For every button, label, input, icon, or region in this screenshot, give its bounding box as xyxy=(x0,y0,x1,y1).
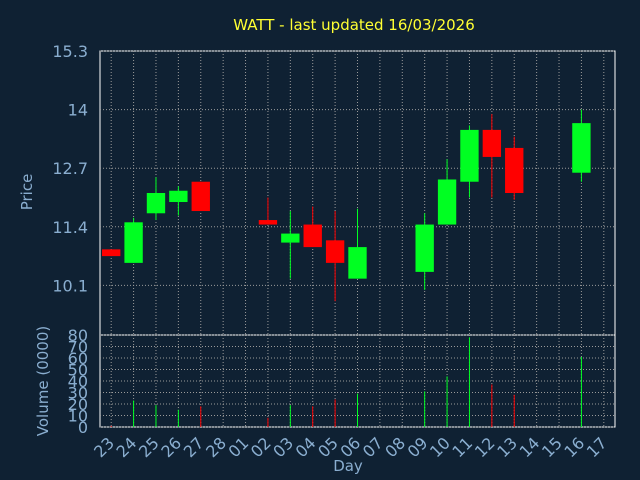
candle-body xyxy=(572,123,591,173)
price-y-tick-label: 15.3 xyxy=(52,42,88,61)
price-y-tick-label: 10.1 xyxy=(52,276,88,295)
price-candles xyxy=(102,109,591,302)
candle-body xyxy=(169,190,188,203)
volume-y-tick-label: 0 xyxy=(78,418,88,437)
volume-y-tick-label: 10 xyxy=(68,407,88,426)
candle-body xyxy=(191,181,210,212)
volume-y-tick-label: 40 xyxy=(68,372,88,391)
volume-bars xyxy=(110,337,582,427)
volume-y-axis-label: Volume (0000) xyxy=(34,326,52,436)
volume-y-tick-label: 80 xyxy=(68,326,88,345)
volume-y-tick-label: 60 xyxy=(68,349,88,368)
volume-y-tick-label: 30 xyxy=(68,384,88,403)
candle-body xyxy=(146,193,166,214)
x-axis-label: Day xyxy=(333,457,363,475)
candle-body xyxy=(258,220,278,225)
price-y-axis-label: Price xyxy=(18,174,36,211)
candle-body xyxy=(415,224,434,272)
candle-body xyxy=(281,233,300,243)
candle-body xyxy=(460,129,479,182)
candle-body xyxy=(348,247,367,279)
candle-body xyxy=(437,179,457,225)
price-y-tick-label: 12.7 xyxy=(52,159,88,178)
candle-body xyxy=(303,224,322,248)
candle-body xyxy=(482,129,502,157)
candle-body xyxy=(102,249,121,257)
price-y-tick-label: 11.4 xyxy=(52,218,88,237)
price-panel: 15.3 14 12.7 11.4 10.1 Price xyxy=(18,42,616,336)
candle-body xyxy=(325,240,345,263)
volume-y-tick-label: 50 xyxy=(68,361,88,380)
chart-title: WATT - last updated 16/03/2026 xyxy=(233,16,475,34)
volume-y-tick-label: 20 xyxy=(68,395,88,414)
price-y-tick-label: 14 xyxy=(68,101,88,120)
candle-body xyxy=(505,147,524,193)
price-y-ticks: 15.3 14 12.7 11.4 10.1 xyxy=(52,42,88,295)
volume-y-tick-label: 70 xyxy=(68,338,88,357)
candle-body xyxy=(124,222,143,263)
